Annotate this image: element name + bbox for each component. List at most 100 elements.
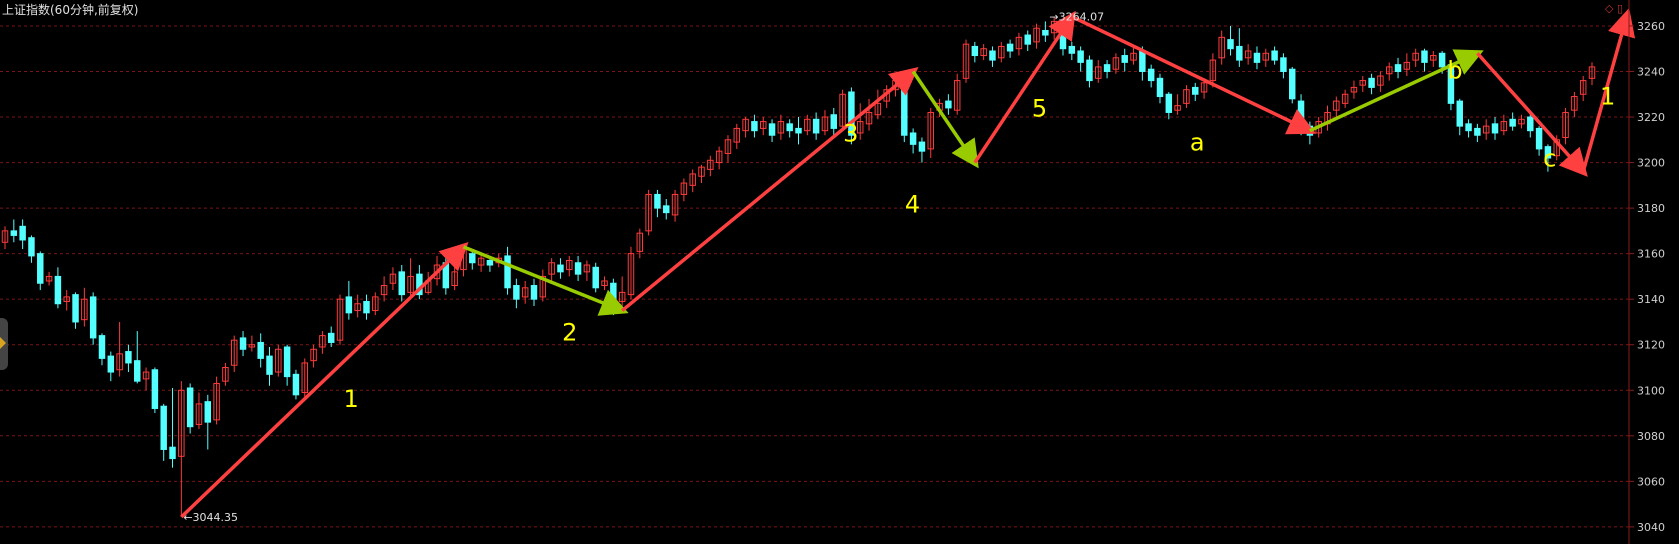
candle-body <box>1015 36 1023 50</box>
candle-body <box>213 382 220 421</box>
candle-body <box>125 351 132 364</box>
candle-body <box>874 102 882 116</box>
candle-body <box>1236 45 1243 61</box>
candle-body <box>1368 77 1375 88</box>
candle-body <box>116 353 123 371</box>
candle-body <box>134 360 141 382</box>
candle-body <box>380 285 388 296</box>
candle-body <box>469 253 476 264</box>
candle-body <box>1535 127 1543 150</box>
candle-body <box>1 230 9 243</box>
square-icon[interactable]: ▯ <box>1616 2 1623 15</box>
candle-body <box>583 264 591 273</box>
y-tick-label: 3040 <box>1637 521 1665 534</box>
candle-body <box>151 369 159 409</box>
candle-body <box>275 348 282 373</box>
candle-body <box>1579 80 1587 95</box>
candle-body <box>398 271 405 296</box>
candle-body <box>513 285 520 300</box>
wave-label: 3 <box>843 119 858 147</box>
candle-body <box>81 298 88 321</box>
candle-body <box>345 296 353 314</box>
y-tick-label: 3240 <box>1637 65 1665 78</box>
wave-arrow <box>180 241 469 519</box>
candle-body <box>742 118 749 132</box>
candle-body <box>1350 86 1358 93</box>
candle-body <box>248 344 256 348</box>
corner-tools[interactable]: ◇ ▯ <box>1605 2 1623 15</box>
candle-body <box>231 339 238 366</box>
candle-body <box>257 341 264 359</box>
y-axis: 3040 3060 3080 3100 3120 3140 3160 3180 3200 3220… <box>1628 0 1665 544</box>
candle-body <box>363 300 370 314</box>
candle-body <box>195 403 203 425</box>
candle-body <box>107 355 115 373</box>
candle-body <box>1341 93 1349 104</box>
candle-body <box>760 121 767 129</box>
candle-body <box>1412 52 1419 61</box>
diamond-icon[interactable]: ◇ <box>1604 2 1614 15</box>
candle-body <box>319 335 326 348</box>
candle-body <box>169 446 176 460</box>
wave-arrow <box>973 10 1076 164</box>
candle-body <box>1165 93 1173 113</box>
candle-body <box>901 86 908 136</box>
y-tick-label: 3260 <box>1637 20 1665 33</box>
candle-body <box>336 298 344 341</box>
candle-body <box>1200 82 1208 93</box>
candle-body <box>142 371 150 380</box>
candle-body <box>1280 57 1287 72</box>
candle-body <box>821 116 829 132</box>
wave-label: 2 <box>562 319 577 347</box>
candle-body <box>1095 66 1102 79</box>
candle-body <box>592 266 599 289</box>
wave-labels: 1 2 3 4 5 a b c 1 <box>343 56 1615 413</box>
candle-body <box>239 337 247 350</box>
wave-label: 5 <box>1032 95 1047 123</box>
candle-body <box>28 237 35 257</box>
candle-body <box>63 296 70 302</box>
wave-arrow <box>1476 52 1588 177</box>
candle-body <box>1130 52 1137 61</box>
candle-body <box>1209 59 1217 82</box>
candle-body <box>178 389 185 457</box>
wave-arrow <box>1581 7 1636 173</box>
candle-body <box>557 264 564 273</box>
candle-body <box>795 127 802 134</box>
y-tick-label: 3220 <box>1637 111 1665 124</box>
candle-body <box>530 285 538 300</box>
candle-body <box>1112 57 1120 70</box>
candle-body <box>989 50 996 61</box>
candle-body <box>477 257 485 266</box>
candle-body <box>751 121 758 132</box>
candle-body <box>953 80 961 111</box>
candles <box>1 16 1596 517</box>
candle-body <box>1174 105 1181 111</box>
candle-body <box>1562 111 1569 139</box>
candle-body <box>627 253 635 296</box>
candle-body <box>812 118 820 134</box>
candle-body <box>372 296 379 312</box>
candle-body <box>1289 68 1296 100</box>
candle-body <box>1421 50 1428 63</box>
candle-body <box>927 111 934 150</box>
candle-body <box>1527 116 1534 132</box>
candle-body <box>733 127 741 143</box>
candle-body <box>839 93 846 127</box>
candle-body <box>37 253 44 284</box>
candle-body <box>301 362 308 394</box>
candle-body <box>1482 125 1490 134</box>
candle-body <box>865 111 873 125</box>
candle-body <box>1183 89 1190 104</box>
candle-body <box>222 366 229 382</box>
expand-panel-handle[interactable] <box>0 318 8 370</box>
candle-body <box>645 193 652 232</box>
candle-body <box>918 141 926 152</box>
candle-body <box>521 287 529 298</box>
candle-body <box>610 282 617 305</box>
candle-body <box>310 348 317 362</box>
candle-body <box>204 401 212 423</box>
candle-body <box>768 123 776 136</box>
candle-body <box>1438 52 1446 68</box>
